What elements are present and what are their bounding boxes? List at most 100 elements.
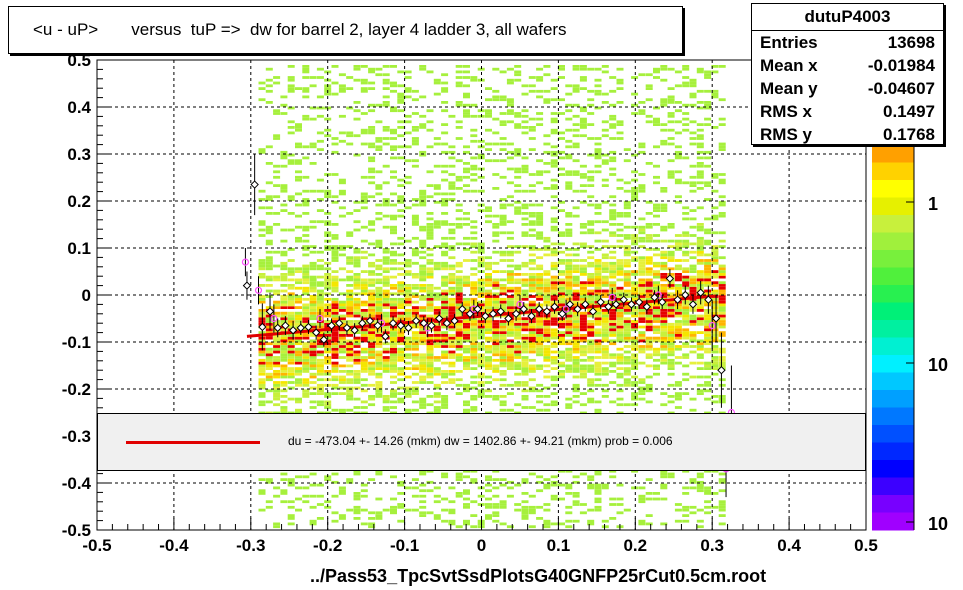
heat-cell	[382, 203, 390, 207]
heat-cell	[558, 364, 565, 368]
heat-cell	[616, 137, 624, 140]
heat-cell	[645, 87, 653, 90]
heat-cell	[280, 297, 288, 301]
heat-cell	[579, 273, 587, 276]
heat-cell	[521, 395, 529, 398]
heat-cell	[579, 76, 587, 79]
heat-cell	[368, 511, 376, 515]
heat-cell	[419, 309, 427, 312]
heat-cell	[455, 225, 463, 229]
heat-cell	[704, 492, 712, 495]
heat-cell	[587, 367, 595, 370]
heat-cell	[689, 256, 697, 260]
heat-cell	[631, 297, 639, 301]
secondary-point	[254, 286, 263, 294]
heat-cell	[667, 322, 675, 326]
heat-cell	[426, 403, 434, 407]
heat-cell	[448, 325, 456, 329]
profile-point	[588, 307, 598, 316]
heat-cell	[492, 336, 500, 340]
heat-cell	[565, 350, 573, 354]
heat-cell	[558, 278, 565, 282]
heat-cell	[302, 395, 310, 398]
heat-cell	[638, 267, 646, 271]
heat-cell	[368, 253, 376, 257]
heat-cell	[463, 519, 470, 523]
file-path-label: ../Pass53_TpcSvtSsdPlotsG40GNFP25rCut0.5…	[310, 566, 767, 586]
heat-cell	[448, 345, 456, 348]
heat-cell	[287, 126, 295, 129]
heat-cell	[682, 65, 690, 68]
heat-cell	[499, 214, 507, 218]
heat-cell	[609, 331, 617, 334]
heat-cell	[579, 67, 587, 71]
heat-cell	[353, 309, 361, 312]
heat-cell	[594, 148, 602, 151]
heat-cell	[280, 228, 288, 232]
heat-cell	[696, 475, 704, 479]
heat-cell	[565, 334, 573, 337]
heat-cell	[609, 89, 617, 93]
heat-cell	[411, 364, 419, 368]
heat-cell	[674, 397, 682, 401]
heat-cell	[411, 250, 419, 254]
heat-cell	[397, 236, 405, 240]
heat-cell	[375, 345, 383, 348]
heat-cell	[682, 514, 690, 517]
heat-cell	[558, 295, 565, 298]
heat-cell	[368, 397, 376, 401]
heat-cell	[368, 128, 376, 132]
heat-cell	[550, 162, 558, 165]
heat-cell	[682, 284, 690, 287]
heat-cell	[360, 311, 368, 315]
heat-cell	[492, 142, 500, 146]
heat-cell	[470, 103, 478, 107]
heat-cell	[404, 303, 412, 307]
heat-cell	[689, 164, 697, 168]
heat-cell	[324, 220, 332, 224]
heat-cell	[536, 181, 544, 185]
heat-cell	[499, 345, 507, 348]
heat-cell	[455, 358, 463, 362]
heat-cell	[485, 320, 492, 323]
heat-cell	[463, 347, 470, 351]
heat-cell	[601, 284, 609, 287]
heat-cell	[711, 350, 719, 354]
heat-cell	[390, 309, 397, 312]
heat-cell	[689, 84, 697, 88]
heat-cell	[514, 189, 522, 193]
heat-cell	[653, 372, 660, 376]
heat-cell	[645, 364, 653, 368]
heat-cell	[609, 306, 617, 309]
heat-cell	[390, 259, 397, 262]
heat-cell	[368, 270, 376, 273]
heat-cell	[572, 159, 580, 163]
heat-cell	[572, 331, 580, 334]
heat-cell	[309, 350, 317, 354]
heat-cell	[682, 328, 690, 332]
heat-cell	[631, 270, 639, 273]
heat-cell	[616, 358, 624, 362]
heat-cell	[309, 367, 317, 370]
heat-cell	[375, 281, 383, 285]
heat-cell	[506, 356, 514, 359]
heat-cell	[455, 223, 463, 226]
heat-cell	[302, 145, 310, 149]
heat-cell	[718, 245, 726, 248]
heat-cell	[674, 248, 682, 251]
y-tick-label: 0.1	[67, 239, 91, 258]
heat-cell	[492, 98, 500, 102]
heat-cell	[660, 67, 668, 71]
heat-cell	[360, 367, 368, 370]
heat-cell	[565, 284, 573, 287]
heat-cell	[463, 505, 470, 509]
heat-cell	[594, 295, 602, 298]
heat-cell	[521, 345, 529, 348]
heat-cell	[631, 292, 639, 296]
heat-cell	[528, 378, 536, 382]
heat-cell	[441, 142, 449, 146]
heat-cell	[638, 273, 646, 276]
heat-cell	[572, 145, 580, 149]
heat-cell	[543, 273, 551, 276]
heat-cell	[441, 253, 449, 257]
